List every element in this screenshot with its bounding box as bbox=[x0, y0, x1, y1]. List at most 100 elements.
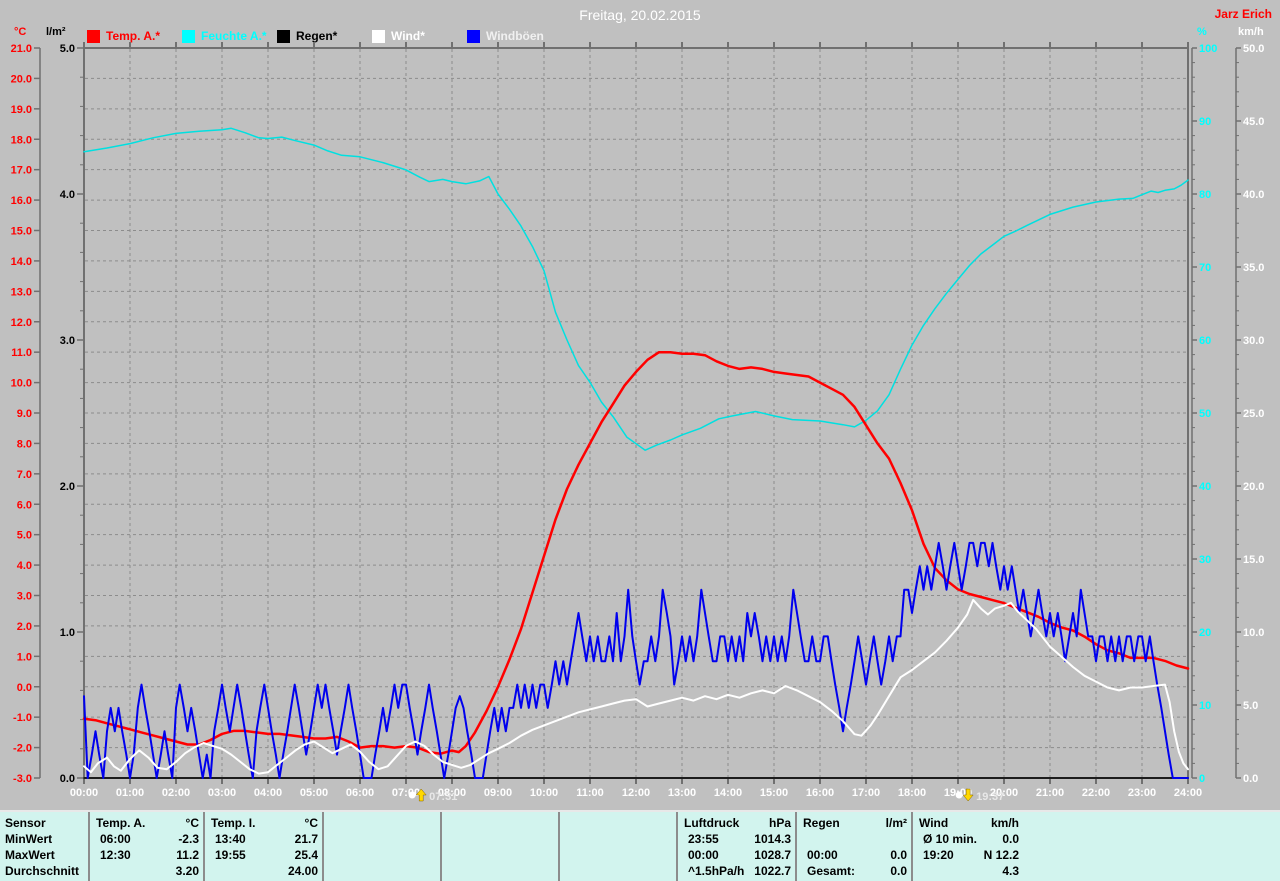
table-row: 06:00 -2.3 bbox=[90, 831, 205, 847]
rain-tick-label: 0.0 bbox=[60, 773, 75, 785]
sunset-marker-arrow-icon bbox=[962, 788, 974, 802]
wind-tick-label: 10.0 bbox=[1243, 627, 1264, 639]
sensor-unit: l/m² bbox=[885, 816, 907, 830]
x-tick-label: 14:00 bbox=[714, 787, 742, 799]
sensor-statistics-table: Sensor MinWert MaxWert Durchschnitt Temp. A.… bbox=[0, 810, 1280, 881]
rain-tick-label: 1.0 bbox=[60, 627, 75, 639]
wind-tick-label: 0.0 bbox=[1243, 773, 1258, 785]
temp-tick-label: 4.0 bbox=[17, 560, 32, 572]
row-label-text: MinWert bbox=[5, 832, 53, 846]
legend-label: Regen* bbox=[296, 29, 338, 43]
temp-tick-label: 7.0 bbox=[17, 469, 32, 481]
humidity-tick-label: 40 bbox=[1199, 481, 1211, 493]
table-row-label: Sensor bbox=[0, 815, 88, 831]
wind-tick-label: 5.0 bbox=[1243, 700, 1258, 712]
cell-value: 0.0 bbox=[1002, 832, 1019, 846]
x-tick-label: 12:00 bbox=[622, 787, 650, 799]
humidity-tick-label: 100 bbox=[1199, 43, 1217, 55]
legend-label: Feuchte A.* bbox=[201, 29, 267, 43]
sunset-marker-time-label: 19:37 bbox=[976, 791, 1004, 803]
table-header-row: Temp. I. °C bbox=[205, 815, 324, 831]
legend-swatch-icon bbox=[467, 30, 480, 43]
temp-tick-label: -2.0 bbox=[13, 743, 32, 755]
table-row bbox=[797, 831, 913, 847]
legend-label: Temp. A.* bbox=[106, 29, 161, 43]
cell-value: 11.2 bbox=[176, 848, 199, 862]
x-tick-label: 15:00 bbox=[760, 787, 788, 799]
table-row: 23:55 1014.3 bbox=[678, 831, 797, 847]
x-tick-label: 23:00 bbox=[1128, 787, 1156, 799]
legend-swatch-icon bbox=[277, 30, 290, 43]
table-row: 24.00 bbox=[205, 863, 324, 879]
cell-time: 13:40 bbox=[215, 832, 246, 846]
table-header-row bbox=[324, 815, 442, 831]
x-tick-label: 08:00 bbox=[438, 787, 466, 799]
cell-time: 12:30 bbox=[100, 848, 131, 862]
temp-tick-label: -3.0 bbox=[13, 773, 32, 785]
humidity-tick-label: 0 bbox=[1199, 773, 1205, 785]
cell-value: 3.20 bbox=[175, 864, 199, 878]
x-tick-label: 03:00 bbox=[208, 787, 236, 799]
legend-item-3: Regen* bbox=[277, 30, 337, 43]
legend-label: Windböen bbox=[486, 29, 544, 43]
rain-tick-label: 2.0 bbox=[60, 481, 75, 493]
table-row: 19:20 N 12.2 bbox=[913, 847, 1025, 863]
temp-tick-label: 14.0 bbox=[11, 256, 32, 268]
sunrise-marker-icon bbox=[408, 791, 416, 799]
temp-tick-label: 10.0 bbox=[11, 378, 32, 390]
cell-time: 00:00 bbox=[688, 848, 719, 862]
cell-value: 4.3 bbox=[1002, 864, 1019, 878]
weather-chart: 00:00 01:00 02:00 03:00 04:00 05:00 06:00 07:00… bbox=[11, 42, 1264, 803]
table-column-empty bbox=[558, 812, 676, 881]
x-tick-label: 13:00 bbox=[668, 787, 696, 799]
cell-value: -2.3 bbox=[178, 832, 199, 846]
temp-tick-label: 8.0 bbox=[17, 438, 32, 450]
x-tick-label: 22:00 bbox=[1082, 787, 1110, 799]
table-row: 00:00 1028.7 bbox=[678, 847, 797, 863]
table-row-labels-column: Sensor MinWert MaxWert Durchschnitt bbox=[0, 812, 88, 881]
cell-value: 0.0 bbox=[890, 848, 907, 862]
rain-tick-label: 5.0 bbox=[60, 43, 75, 55]
sensor-name: Wind bbox=[919, 816, 949, 830]
table-row-label: Durchschnitt bbox=[0, 863, 88, 879]
x-tick-label: 21:00 bbox=[1036, 787, 1064, 799]
x-tick-label: 11:00 bbox=[576, 787, 604, 799]
cell-value: 1028.7 bbox=[754, 848, 791, 862]
x-tick-label: 10:00 bbox=[530, 787, 558, 799]
table-column-temp-i: Temp. I. °C 13:40 21.7 19:55 25.4 24.00 bbox=[203, 812, 322, 881]
row-label-text: Sensor bbox=[5, 816, 46, 830]
cell-time: Gesamt: bbox=[807, 864, 856, 878]
chart-legend: Temp. A.* Feuchte A.* Regen* Wind* Windböen bbox=[0, 30, 1280, 44]
temp-tick-label: 9.0 bbox=[17, 408, 32, 420]
humidity-tick-label: 90 bbox=[1199, 116, 1211, 128]
legend-label: Wind* bbox=[391, 29, 425, 43]
table-header-row: Wind km/h bbox=[913, 815, 1025, 831]
rain-tick-label: 3.0 bbox=[60, 335, 75, 347]
x-tick-label: 04:00 bbox=[254, 787, 282, 799]
temp-tick-label: 6.0 bbox=[17, 499, 32, 511]
table-row bbox=[442, 847, 560, 863]
table-row: 13:40 21.7 bbox=[205, 831, 324, 847]
sensor-name: Regen bbox=[803, 816, 840, 830]
table-header-row: Regen l/m² bbox=[797, 815, 913, 831]
cell-value: 21.7 bbox=[294, 832, 318, 846]
legend-item-4: Wind* bbox=[372, 30, 425, 43]
cell-time: 06:00 bbox=[100, 832, 131, 846]
temp-tick-label: 2.0 bbox=[17, 621, 32, 633]
temp-tick-label: 11.0 bbox=[11, 347, 32, 359]
x-tick-label: 02:00 bbox=[162, 787, 190, 799]
x-tick-label: 07:00 bbox=[392, 787, 420, 799]
wind-tick-label: 50.0 bbox=[1243, 43, 1264, 55]
sensor-name: Temp. I. bbox=[211, 816, 256, 830]
table-row bbox=[560, 847, 678, 863]
sensor-unit: °C bbox=[304, 816, 318, 830]
sensor-unit: °C bbox=[185, 816, 199, 830]
cell-time: 19:20 bbox=[923, 848, 954, 862]
cell-time: 19:55 bbox=[215, 848, 246, 862]
x-tick-label: 09:00 bbox=[484, 787, 512, 799]
cell-value: 1022.7 bbox=[754, 864, 791, 878]
sunrise-marker-time-label: 07:31 bbox=[429, 791, 457, 803]
wind-tick-label: 35.0 bbox=[1243, 262, 1264, 274]
cell-value: N 12.2 bbox=[983, 848, 1019, 862]
